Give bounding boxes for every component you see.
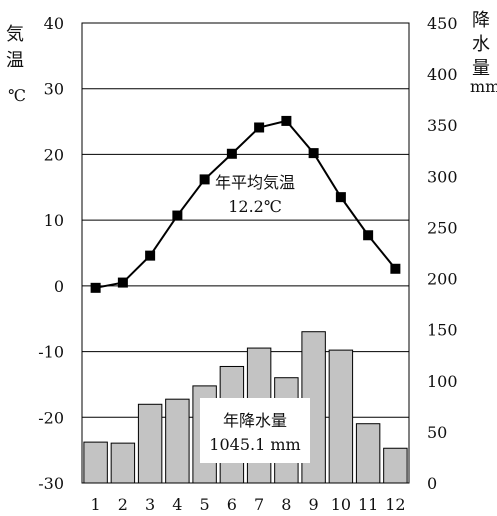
x-tick-label: 10 (331, 495, 351, 514)
plot-frame (81, 22, 410, 484)
x-tick-label: 1 (91, 495, 101, 514)
temperature-point (363, 230, 374, 241)
annual-precip-value: 1045.1 mm (209, 435, 300, 454)
temperature-point (117, 277, 128, 288)
left-axis-ticks: -30 -20 -10 0 10 20 30 40 (38, 14, 64, 493)
annual-temp-value: 12.2℃ (228, 197, 282, 216)
right-tick-label: 250 (427, 218, 458, 237)
temperature-point (145, 250, 156, 261)
left-tick-label: 10 (44, 211, 64, 230)
precip-bar (383, 447, 408, 484)
temperature-point (281, 115, 292, 126)
precip-bar (355, 423, 381, 484)
x-tick-label: 4 (172, 495, 182, 514)
x-tick-label: 8 (281, 495, 291, 514)
right-tick-label: 450 (427, 14, 458, 33)
left-tick-label: 0 (54, 277, 64, 296)
left-tick-label: -20 (38, 408, 64, 427)
x-tick-label: 3 (145, 495, 155, 514)
temperature-line (90, 115, 401, 293)
x-tick-label: 2 (118, 495, 128, 514)
temperature-point (199, 174, 210, 185)
left-axis-unit: ℃ (8, 86, 26, 105)
precip-bar (83, 441, 108, 484)
x-tick-label: 6 (227, 495, 237, 514)
right-tick-label: 400 (427, 65, 458, 84)
right-axis-title-1: 降 (472, 10, 490, 31)
left-tick-label: 30 (44, 80, 64, 99)
temperature-point (335, 192, 346, 203)
x-tick-label: 5 (200, 495, 210, 514)
gridlines (82, 88, 409, 418)
x-axis-ticks: 1 2 3 4 5 6 7 8 9 10 11 12 (91, 495, 406, 514)
right-tick-label: 150 (427, 321, 458, 340)
temperature-point (390, 263, 401, 274)
right-tick-label: 300 (427, 167, 458, 186)
annual-temp-label: 年平均気温 (215, 173, 295, 192)
left-tick-label: -30 (38, 474, 64, 493)
right-tick-label: 200 (427, 270, 458, 289)
left-axis-title-2: 温 (6, 50, 24, 71)
right-axis-ticks: 0 50 100 150 200 250 300 350 400 450 (427, 14, 458, 493)
left-tick-label: 20 (44, 145, 64, 164)
right-axis-title-2: 水 (472, 34, 490, 55)
left-tick-label: 40 (44, 14, 64, 33)
right-tick-label: 350 (427, 116, 458, 135)
left-axis-title-1: 気 (6, 24, 24, 45)
x-tick-label: 11 (358, 495, 378, 514)
temperature-point (90, 282, 101, 293)
right-tick-label: 50 (427, 423, 447, 442)
precip-bar (110, 442, 136, 484)
precip-bar (165, 398, 190, 484)
temperature-point (226, 148, 237, 159)
right-tick-label: 100 (427, 372, 458, 391)
left-tick-label: -10 (38, 343, 64, 362)
precip-bar (137, 403, 163, 484)
x-tick-label: 7 (254, 495, 264, 514)
annual-precip-box (200, 398, 310, 463)
temperature-point (254, 122, 265, 133)
x-tick-label: 9 (309, 495, 319, 514)
precip-bar (328, 349, 354, 484)
right-axis-title-3: 量 (472, 58, 490, 79)
temperature-point (308, 148, 319, 159)
annual-precip-label: 年降水量 (223, 411, 287, 430)
temperature-point (172, 210, 183, 221)
x-tick-label: 12 (385, 495, 405, 514)
right-axis-unit: mm (470, 77, 497, 96)
right-tick-label: 0 (427, 474, 437, 493)
